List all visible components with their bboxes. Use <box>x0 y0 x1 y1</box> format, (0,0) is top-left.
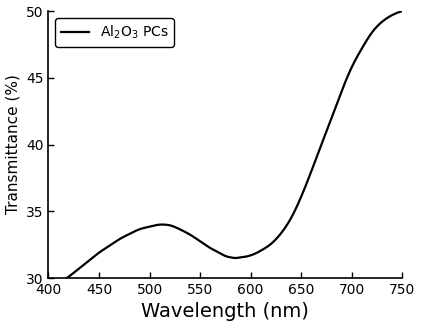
Legend: Al$_2$O$_3$ PCs: Al$_2$O$_3$ PCs <box>56 18 174 46</box>
Y-axis label: Transmittance (%): Transmittance (%) <box>5 75 21 215</box>
X-axis label: Wavelength (nm): Wavelength (nm) <box>141 302 309 321</box>
